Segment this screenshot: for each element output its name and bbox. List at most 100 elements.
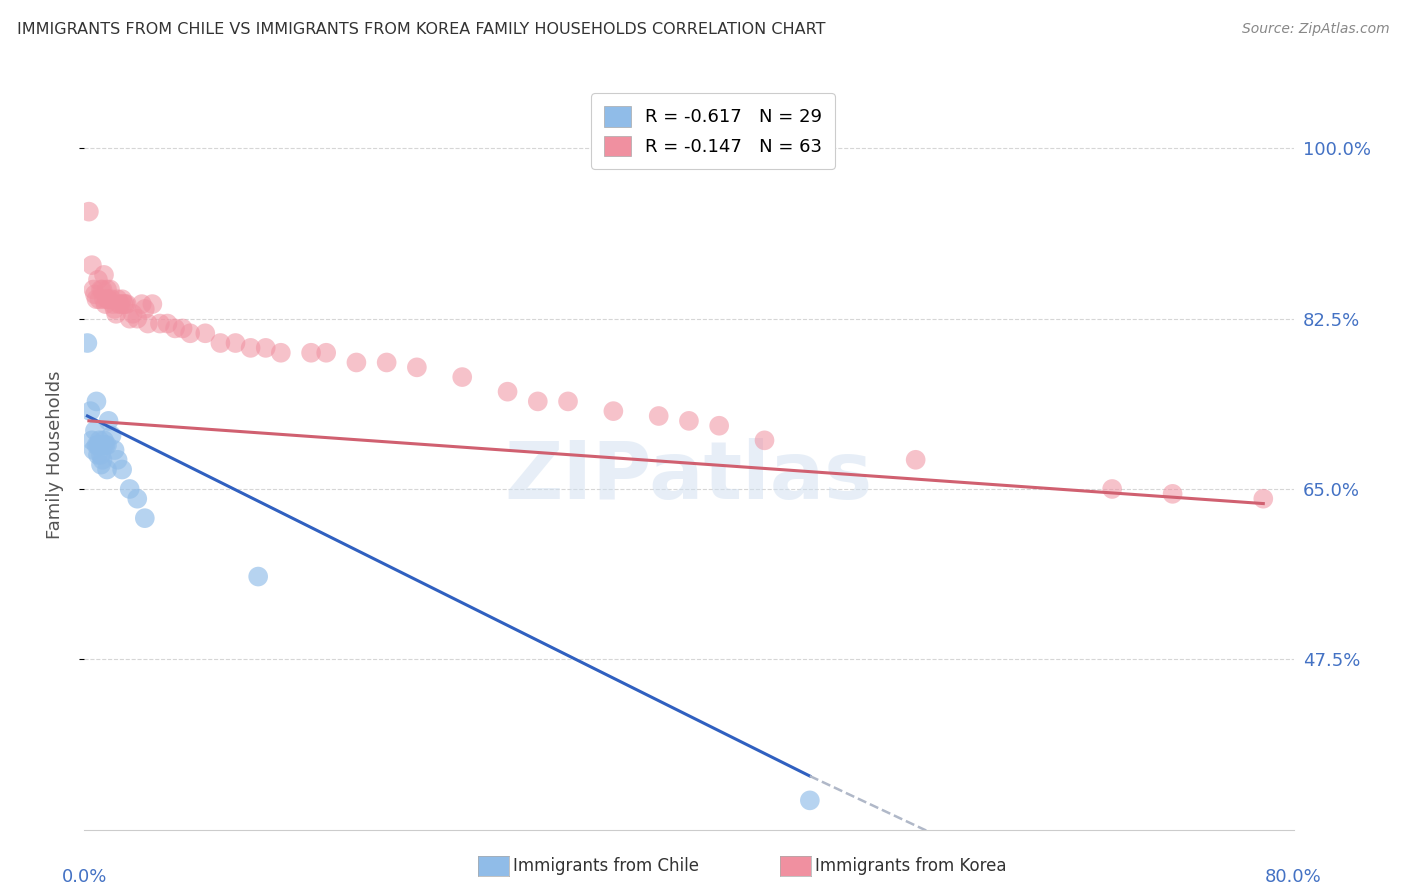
Point bbox=[80, 434, 103, 448]
Text: Source: ZipAtlas.com: Source: ZipAtlas.com bbox=[1241, 22, 1389, 37]
Point bbox=[115, 297, 138, 311]
Point bbox=[98, 283, 121, 297]
Point bbox=[91, 283, 114, 297]
Point bbox=[134, 511, 156, 525]
Point bbox=[127, 491, 149, 506]
Point bbox=[156, 317, 179, 331]
Point bbox=[904, 452, 927, 467]
Point bbox=[77, 204, 100, 219]
Point bbox=[96, 438, 118, 452]
Point bbox=[107, 452, 129, 467]
Point bbox=[94, 297, 117, 311]
Point bbox=[111, 462, 134, 476]
Point bbox=[709, 418, 731, 433]
Point bbox=[105, 307, 128, 321]
Point bbox=[96, 283, 118, 297]
Point bbox=[86, 438, 108, 452]
Point bbox=[118, 311, 141, 326]
Point bbox=[527, 394, 550, 409]
Point bbox=[93, 292, 115, 306]
Point bbox=[94, 438, 117, 452]
Point bbox=[754, 434, 776, 448]
Point bbox=[93, 268, 115, 282]
Point bbox=[315, 345, 337, 359]
Point bbox=[557, 394, 579, 409]
Legend: R = -0.617   N = 29, R = -0.147   N = 63: R = -0.617 N = 29, R = -0.147 N = 63 bbox=[591, 93, 835, 169]
Point bbox=[239, 341, 262, 355]
Point bbox=[149, 317, 172, 331]
Text: 80.0%: 80.0% bbox=[1265, 869, 1322, 887]
Point bbox=[90, 448, 112, 462]
Point bbox=[89, 292, 111, 306]
Point bbox=[96, 462, 118, 476]
Point bbox=[799, 793, 821, 807]
Point bbox=[96, 292, 118, 306]
Point bbox=[121, 307, 143, 321]
Point bbox=[270, 345, 292, 359]
Point bbox=[89, 438, 111, 452]
Point bbox=[97, 414, 120, 428]
Point bbox=[84, 287, 107, 301]
Point bbox=[110, 297, 132, 311]
Point bbox=[602, 404, 624, 418]
Point bbox=[86, 292, 108, 306]
Point bbox=[134, 301, 156, 316]
Y-axis label: Family Households: Family Households bbox=[45, 371, 63, 539]
Text: 0.0%: 0.0% bbox=[62, 869, 107, 887]
Point bbox=[80, 258, 103, 272]
Point bbox=[179, 326, 201, 341]
Point bbox=[678, 414, 700, 428]
Point bbox=[93, 434, 115, 448]
Point bbox=[496, 384, 519, 399]
Point bbox=[87, 438, 110, 452]
Point bbox=[1101, 482, 1123, 496]
Point bbox=[90, 458, 112, 472]
Text: Immigrants from Chile: Immigrants from Chile bbox=[513, 857, 699, 875]
Text: IMMIGRANTS FROM CHILE VS IMMIGRANTS FROM KOREA FAMILY HOUSEHOLDS CORRELATION CHA: IMMIGRANTS FROM CHILE VS IMMIGRANTS FROM… bbox=[17, 22, 825, 37]
Point bbox=[247, 569, 270, 583]
Point bbox=[107, 292, 129, 306]
Point bbox=[90, 283, 112, 297]
Point bbox=[111, 292, 134, 306]
Point bbox=[104, 443, 127, 458]
Point bbox=[194, 326, 217, 341]
Point bbox=[141, 297, 163, 311]
Point bbox=[136, 317, 159, 331]
Point bbox=[165, 321, 187, 335]
Point bbox=[112, 297, 135, 311]
Text: Immigrants from Korea: Immigrants from Korea bbox=[815, 857, 1007, 875]
Point bbox=[101, 297, 124, 311]
Point bbox=[93, 438, 115, 452]
Point bbox=[104, 301, 127, 316]
Point bbox=[172, 321, 194, 335]
Point bbox=[375, 355, 398, 369]
Point bbox=[406, 360, 429, 375]
Point bbox=[451, 370, 474, 384]
Point bbox=[87, 448, 110, 462]
Point bbox=[76, 336, 98, 351]
Point bbox=[82, 283, 104, 297]
Point bbox=[254, 341, 277, 355]
Point bbox=[648, 409, 671, 423]
Point bbox=[82, 443, 104, 458]
Point bbox=[87, 273, 110, 287]
Point bbox=[100, 428, 122, 442]
Point bbox=[97, 292, 120, 306]
Point bbox=[118, 482, 141, 496]
Point bbox=[1161, 487, 1184, 501]
Point bbox=[1253, 491, 1275, 506]
Point bbox=[114, 297, 136, 311]
Point bbox=[346, 355, 368, 369]
Point bbox=[84, 424, 107, 438]
Point bbox=[100, 292, 122, 306]
Point bbox=[127, 311, 149, 326]
Point bbox=[225, 336, 247, 351]
Text: ZIPatlas: ZIPatlas bbox=[505, 438, 873, 516]
Point bbox=[209, 336, 232, 351]
Point bbox=[89, 434, 111, 448]
Point bbox=[299, 345, 322, 359]
Point bbox=[79, 404, 101, 418]
Point bbox=[91, 452, 114, 467]
Point bbox=[86, 394, 108, 409]
Point bbox=[108, 297, 131, 311]
